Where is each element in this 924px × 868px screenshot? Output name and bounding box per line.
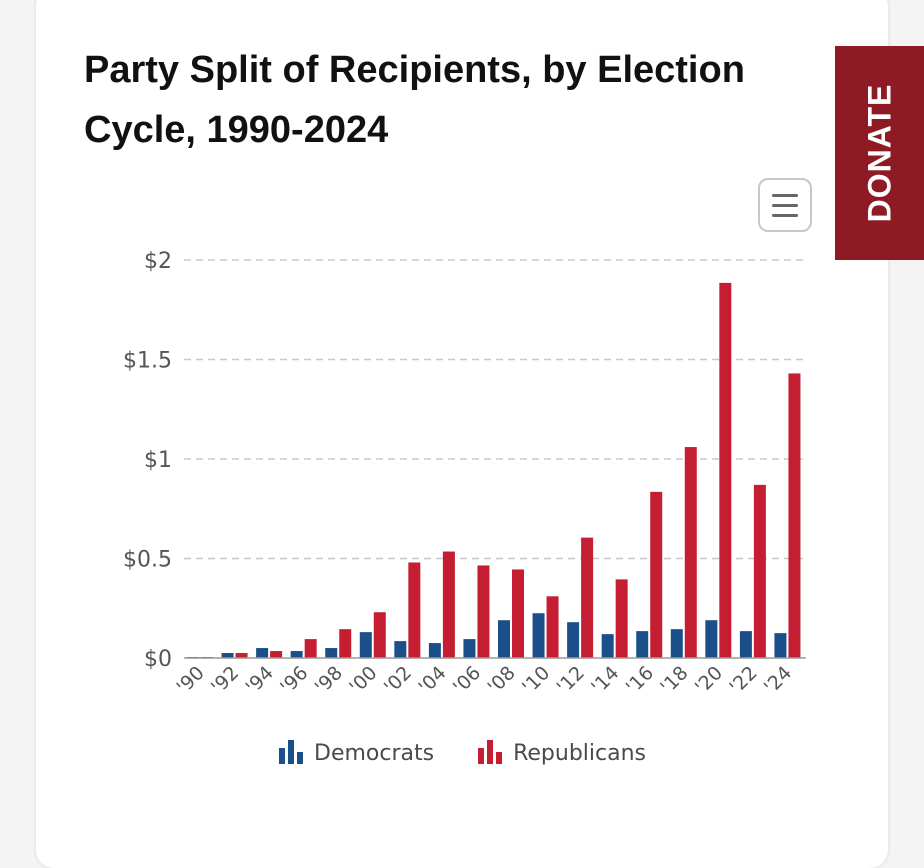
bar-republicans [788,373,801,658]
bar-republicans [339,629,352,658]
chart-legend: Democrats Republicans [0,738,924,766]
bar-democrats [325,648,338,658]
x-tick-label: '92 [207,662,243,698]
bar-republicans [546,596,559,658]
bar-republicans [235,653,248,658]
bar-republicans [615,579,628,658]
legend-label-republicans: Republicans [513,741,646,766]
x-tick-label: '10 [518,662,554,698]
democrats-bar-chart-icon [279,740,303,764]
hamburger-menu-icon-line-2 [772,204,798,207]
x-tick-label: '20 [691,662,727,698]
bar-democrats [359,632,372,658]
bar-democrats [739,631,752,658]
bar-republicans [753,484,766,658]
bar-democrats [290,651,303,658]
x-tick-label: '94 [242,662,278,698]
bar-democrats [774,633,787,658]
x-tick-label: '02 [380,662,416,698]
x-tick-label: '16 [622,662,658,698]
bar-democrats [394,641,407,658]
bar-republicans [270,651,283,658]
bar-republicans [304,639,317,658]
x-tick-label: '14 [587,662,623,698]
x-tick-label: '90 [172,662,208,698]
x-tick-label: '08 [483,662,519,698]
bar-democrats [428,643,441,658]
hamburger-menu-icon-line-3 [772,214,798,217]
chart-menu-button[interactable] [758,178,812,232]
y-tick-label: $0 [144,647,172,672]
bar-democrats [636,631,649,658]
bar-republicans [408,562,421,658]
bar-democrats [670,629,683,658]
bar-republicans [684,447,697,658]
bar-republicans [477,565,490,658]
y-tick-label: $2 [144,249,172,274]
x-tick-label: '98 [311,662,347,698]
bar-republicans [442,551,455,658]
x-tick-label: '12 [553,662,589,698]
y-tick-label: $0.5 [123,548,172,573]
x-tick-label: '04 [414,662,450,698]
bar-democrats [567,622,580,658]
chart-title: Party Split of Recipients, by Election C… [84,49,745,151]
bar-republicans [581,537,594,658]
bar-republicans [373,612,386,658]
x-tick-label: '18 [656,662,692,698]
bar-republicans [719,282,732,658]
bar-democrats [256,648,269,658]
legend-item-democrats[interactable]: Democrats [278,738,434,766]
bar-democrats [532,613,545,658]
bar-republicans [512,569,524,658]
bar-democrats [463,639,476,658]
donate-button[interactable]: DONATE [835,46,924,260]
x-tick-label: '96 [276,662,312,698]
legend-label-democrats: Democrats [314,741,435,766]
bar-republicans [650,491,663,658]
bar-democrats [221,653,234,658]
republicans-bar-chart-icon [478,740,503,764]
x-tick-label: '00 [345,662,381,698]
bar-democrats [498,620,510,658]
x-tick-label: '22 [725,662,761,698]
y-tick-label: $1 [144,448,172,473]
bar-democrats [601,634,614,658]
x-tick-label: '24 [760,662,796,698]
bar-chart: $0$0.5$1$1.5$2'90'92'94'96'98'00'02'04'0… [123,249,806,698]
legend-item-republicans[interactable]: Republicans [477,738,646,766]
hamburger-menu-icon [772,194,798,197]
y-tick-label: $1.5 [123,349,172,374]
bar-democrats [705,620,718,658]
x-tick-label: '06 [449,662,485,698]
chart-card [36,0,888,868]
